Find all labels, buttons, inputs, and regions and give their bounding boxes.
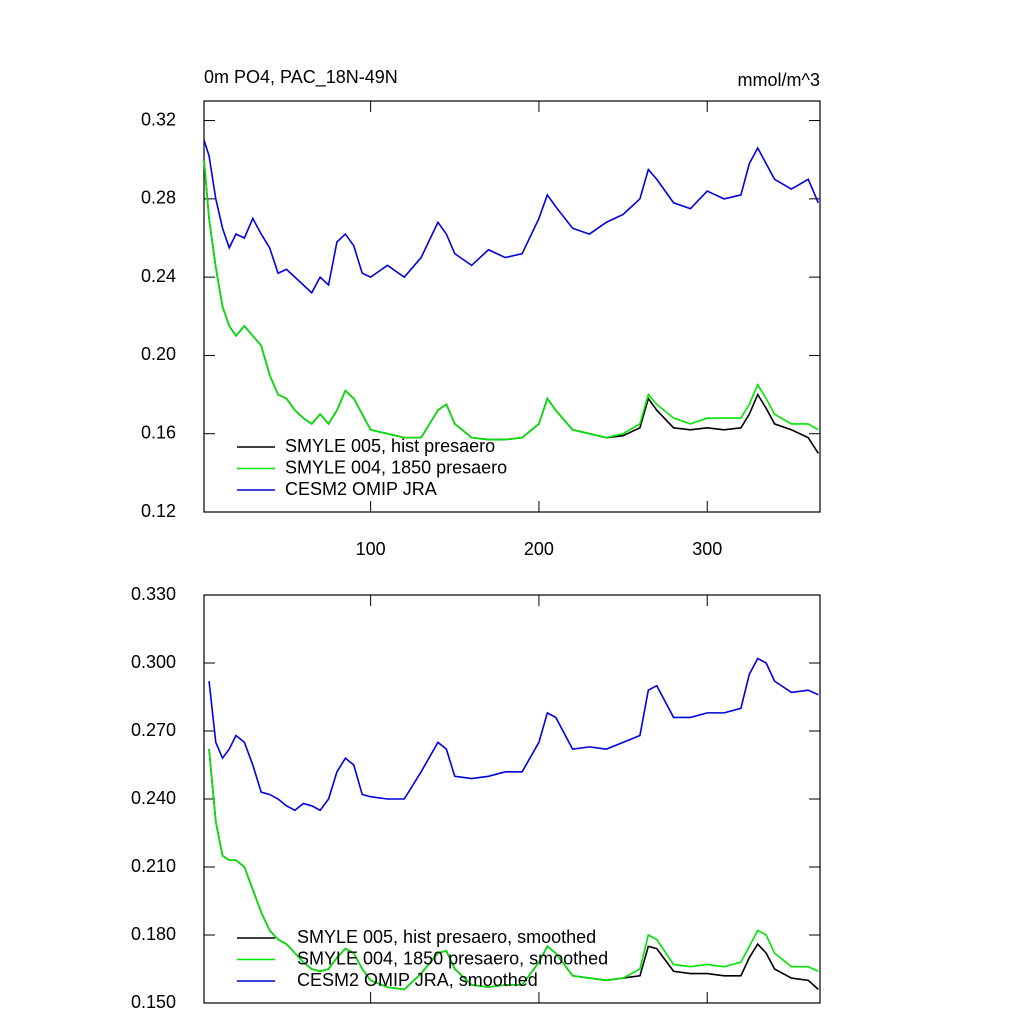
y-tick-label: 0.210 (131, 856, 176, 876)
x-tick-label: 200 (524, 539, 554, 559)
x-tick-label: 100 (356, 539, 386, 559)
y-tick-label: 0.270 (131, 720, 176, 740)
series-line (203, 159, 819, 441)
legend-label: SMYLE 004, 1850 presaero (285, 457, 507, 477)
y-tick-label: 0.24 (141, 266, 176, 286)
y-tick-label: 0.12 (141, 501, 176, 521)
y-tick-label: 0.330 (131, 584, 176, 604)
series-line (208, 749, 819, 991)
y-tick-label: 0.240 (131, 788, 176, 808)
plot-frame (203, 100, 821, 513)
y-tick-label: 0.28 (141, 188, 176, 208)
x-tick-label: 300 (692, 539, 722, 559)
series-line (203, 139, 820, 295)
y-tick-label: 0.150 (131, 992, 176, 1012)
y-tick-label: 0.300 (131, 652, 176, 672)
legend-label: CESM2 OMIP JRA, smoothed (297, 970, 538, 990)
legend-label: CESM2 OMIP JRA (285, 479, 437, 499)
y-tick-label: 0.16 (141, 422, 176, 442)
y-tick-label: 0.32 (141, 109, 176, 129)
y-tick-label: 0.20 (141, 344, 176, 364)
legend-label: SMYLE 005, hist presaero (285, 436, 495, 456)
series-line (203, 159, 819, 454)
legend-label: SMYLE 005, hist presaero, smoothed (297, 927, 596, 947)
chart-title: 0m PO4, PAC_18N-49N (204, 67, 398, 88)
y-tick-label: 0.180 (131, 924, 176, 944)
legend-label: SMYLE 004, 1850 presaero, smoothed (297, 948, 608, 968)
units-label: mmol/m^3 (738, 70, 820, 90)
series-line (208, 657, 819, 812)
